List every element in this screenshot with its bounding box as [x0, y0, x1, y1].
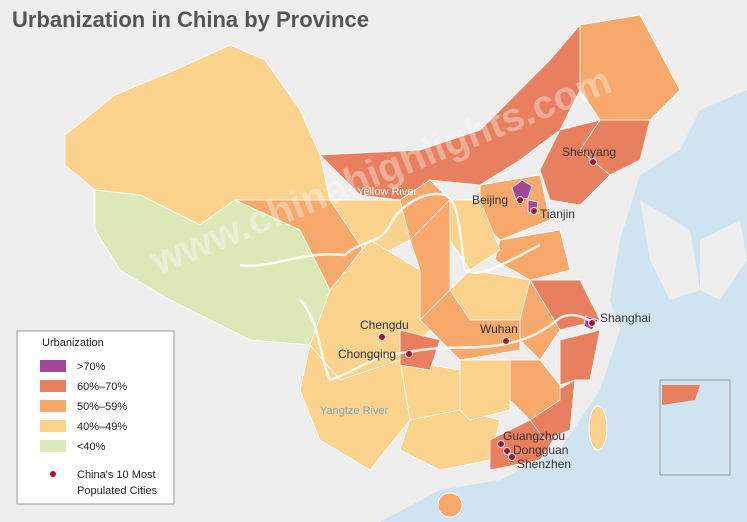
province	[539, 119, 611, 206]
legend: Urbanization China's 10 Most Populated C…	[16, 330, 175, 505]
province	[559, 329, 601, 386]
city-label: Shenyang	[562, 145, 616, 159]
city-label: Chengdu	[360, 318, 409, 332]
legend-city-dot	[49, 470, 57, 478]
city-dot	[589, 158, 597, 166]
korea	[640, 200, 700, 300]
city-label: Tianjin	[540, 207, 575, 221]
title: Urbanization in China by Province	[12, 7, 369, 32]
city-dot	[516, 196, 524, 204]
legend-label: <40%	[77, 441, 106, 453]
province	[329, 199, 411, 261]
legend-swatch	[40, 360, 66, 372]
legend-title: Urbanization	[42, 337, 104, 349]
japan	[700, 220, 747, 300]
legend-city-label: Populated Cities	[77, 485, 158, 497]
river-label: Yangtze River	[320, 405, 389, 417]
city-label: Dongguan	[513, 443, 568, 457]
province	[419, 289, 521, 361]
city-dot	[588, 319, 596, 327]
city-label: Beijing	[472, 193, 508, 207]
inset-land	[662, 385, 700, 405]
legend-label: >70%	[77, 361, 106, 373]
city-dot	[530, 207, 538, 215]
legend-swatch	[40, 400, 66, 412]
river-label: Yellow River	[357, 186, 417, 198]
legend-swatch	[40, 420, 66, 432]
city-dot	[378, 333, 386, 341]
yangtze-river	[299, 299, 596, 382]
city-label: Shenzhen	[517, 457, 571, 471]
province	[459, 359, 511, 421]
province	[511, 179, 533, 201]
city-dot	[503, 447, 511, 455]
city-label: Guangzhou	[503, 429, 565, 443]
city-label: Shanghai	[600, 311, 651, 325]
legend-label: 50%–59%	[77, 401, 127, 413]
city-label: Wuhan	[480, 322, 518, 336]
city-dot	[508, 453, 516, 461]
province	[588, 405, 608, 451]
legend-label: 40%–49%	[77, 421, 127, 433]
legend-city-label: China's 10 Most	[77, 469, 156, 481]
city-dot	[497, 440, 505, 448]
city-dot	[405, 350, 413, 358]
cities: Shenyang Beijing Tianjin Shanghai Chengd…	[338, 145, 651, 471]
city-label: Chongqing	[338, 347, 396, 361]
city-dot	[502, 337, 510, 345]
yellow-river	[239, 192, 541, 274]
legend-swatch	[40, 380, 66, 392]
legend-box	[16, 330, 175, 505]
province	[494, 229, 571, 281]
legend-swatch	[40, 440, 66, 452]
province	[437, 492, 463, 518]
legend-label: 60%–70%	[77, 381, 127, 393]
